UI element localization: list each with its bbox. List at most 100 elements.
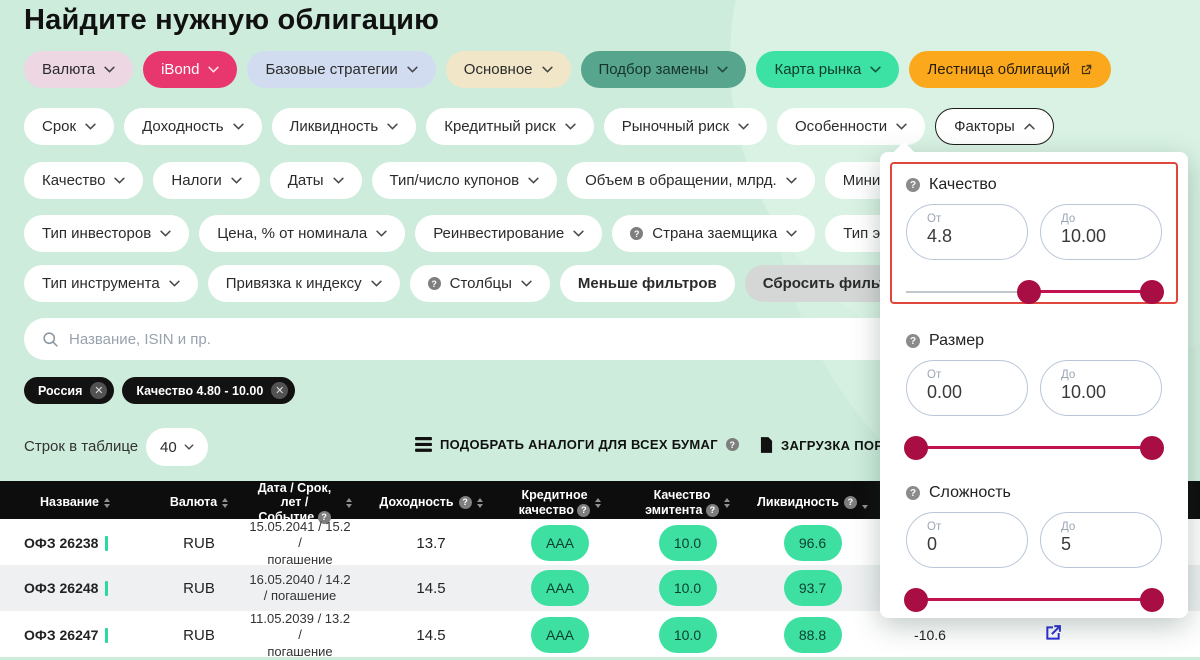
- filter-market-risk[interactable]: Рыночный риск: [603, 108, 768, 145]
- slider-thumb-min[interactable]: [904, 588, 928, 612]
- complexity-from-field[interactable]: От: [906, 512, 1028, 568]
- section-title: Качество: [929, 176, 997, 193]
- filter-borrower-country[interactable]: ? Страна заемщика: [612, 215, 816, 252]
- complexity-to-field[interactable]: До: [1040, 512, 1162, 568]
- filter-index-link[interactable]: Привязка к индексу: [207, 265, 400, 302]
- filter-label: Карта рынка: [774, 61, 862, 78]
- quality-to-input[interactable]: [1061, 225, 1146, 247]
- quality-to-field[interactable]: До: [1040, 204, 1162, 260]
- filter-base-strategies[interactable]: Базовые стратегии: [247, 51, 436, 88]
- slider-thumb-max[interactable]: [1140, 436, 1164, 460]
- header-label: Доходность: [379, 495, 454, 510]
- filter-main[interactable]: Основное: [445, 51, 571, 88]
- filter-investor-type[interactable]: Тип инвесторов: [24, 215, 190, 252]
- rating-badge: AAA: [531, 525, 589, 562]
- filter-label: Рыночный риск: [621, 118, 730, 135]
- sort-icon: [476, 497, 483, 508]
- slider-fill: [906, 598, 1162, 601]
- table-row[interactable]: ОФЗ 26247 RUB 11.05.2039 / 13.2 /погашен…: [0, 611, 1200, 659]
- filter-factors[interactable]: Факторы: [935, 108, 1054, 145]
- header-issuer-quality[interactable]: Качество эмитента ?: [610, 488, 765, 517]
- filter-price-percent[interactable]: Цена, % от номинала: [199, 215, 406, 252]
- filter-currency[interactable]: Валюта: [24, 51, 134, 88]
- chevron-down-icon: [85, 123, 96, 130]
- sort-icon: [723, 497, 730, 508]
- section-title: Сложность: [929, 484, 1011, 501]
- input-label: До: [1061, 369, 1076, 381]
- panel-section-complexity: ? Сложность От До: [880, 484, 1188, 612]
- filter-reinvestment[interactable]: Реинвестирование: [415, 215, 603, 252]
- filter-label: Подбор замены: [598, 61, 709, 78]
- filter-label: Качество: [42, 172, 106, 189]
- filter-yield[interactable]: Доходность: [124, 108, 262, 145]
- complexity-range-slider[interactable]: [904, 588, 1164, 612]
- slider-thumb-min[interactable]: [904, 436, 928, 460]
- chevron-down-icon: [231, 177, 242, 184]
- header-liquidity[interactable]: Ликвидность ?: [757, 495, 868, 509]
- find-analogs-button[interactable]: ПОДОБРАТЬ АНАЛОГИ ДЛЯ ВСЕХ БУМАГ ?: [415, 437, 739, 452]
- slider-thumb-max[interactable]: [1140, 280, 1164, 304]
- header-credit-quality[interactable]: Кредитное качество ?: [510, 488, 610, 517]
- bond-name[interactable]: ОФЗ 26248: [0, 580, 150, 596]
- help-icon: ?: [630, 227, 644, 240]
- filter-volume[interactable]: Объем в обращении, млрд.: [567, 162, 815, 199]
- slider-thumb-max[interactable]: [1140, 588, 1164, 612]
- page-title: Найдите нужную облигацию: [24, 4, 440, 36]
- filter-instrument-type[interactable]: Тип инструмента: [24, 265, 198, 302]
- filter-dates[interactable]: Даты: [269, 162, 362, 199]
- filter-ibond[interactable]: iBond: [143, 51, 238, 88]
- header-currency[interactable]: Валюта: [150, 495, 248, 509]
- filter-replacement-picker[interactable]: Подбор замены: [580, 51, 747, 88]
- quality-from-input[interactable]: [927, 225, 1012, 247]
- quality-badge: 10.0: [658, 525, 717, 562]
- slider-thumb-min[interactable]: [1016, 280, 1041, 304]
- complexity-from-input[interactable]: [927, 533, 1012, 555]
- date-event-cell: 11.05.2039 / 13.2 /погашение: [249, 611, 351, 659]
- filter-features[interactable]: Особенности: [777, 108, 926, 145]
- quality-from-field[interactable]: От: [906, 204, 1028, 260]
- open-bond-link[interactable]: [1000, 623, 1105, 647]
- filter-row-2: Срок Доходность Ликвидность Кредитный ри…: [24, 108, 1054, 145]
- filter-market-map[interactable]: Карта рынка: [756, 51, 900, 88]
- date-event-cell: 16.05.2040 / 14.2/ погашение: [249, 571, 351, 603]
- size-from-input[interactable]: [927, 381, 1012, 403]
- rating-badge: AAA: [531, 617, 589, 654]
- chip-quality-range[interactable]: Качество 4.80 - 10.00 ✕: [122, 377, 296, 404]
- filter-term[interactable]: Срок: [24, 108, 115, 145]
- download-portfolio-button[interactable]: ЗАГРУЗКА ПОР: [760, 437, 883, 453]
- filter-label: Доходность: [142, 118, 224, 135]
- filter-taxes[interactable]: Налоги: [153, 162, 260, 199]
- chip-russia[interactable]: Россия ✕: [24, 377, 115, 404]
- filter-liquidity[interactable]: Ликвидность: [271, 108, 417, 145]
- bond-ladder-button[interactable]: Лестница облигаций: [909, 51, 1111, 88]
- header-yield[interactable]: Доходность ?: [352, 495, 510, 509]
- filter-coupon-type[interactable]: Тип/число купонов: [371, 162, 558, 199]
- size-to-input[interactable]: [1061, 381, 1146, 403]
- rows-per-page-select[interactable]: 40: [146, 428, 208, 466]
- chevron-down-icon: [717, 66, 729, 73]
- size-from-field[interactable]: От: [906, 360, 1028, 416]
- header-date-event[interactable]: Дата / Срок, лет / Событие ?: [248, 481, 352, 524]
- complexity-to-input[interactable]: [1061, 533, 1146, 555]
- liquidity-badge: 96.6: [783, 525, 842, 562]
- filter-label: Лестница облигаций: [927, 61, 1070, 78]
- fewer-filters-button[interactable]: Меньше фильтров: [559, 265, 735, 302]
- filter-credit-risk[interactable]: Кредитный риск: [426, 108, 594, 145]
- size-to-field[interactable]: До: [1040, 360, 1162, 416]
- filter-quality[interactable]: Качество: [24, 162, 144, 199]
- header-label: Качество эмитента ?: [645, 488, 719, 517]
- filter-columns[interactable]: ? Столбцы: [409, 265, 550, 302]
- bond-name[interactable]: ОФЗ 26247: [0, 627, 150, 643]
- chip-label: Россия: [38, 383, 83, 398]
- close-icon[interactable]: ✕: [271, 382, 289, 399]
- filter-label: Срок: [42, 118, 77, 135]
- chevron-down-icon: [160, 230, 171, 237]
- chevron-down-icon: [541, 66, 553, 73]
- currency-cell: RUB: [183, 534, 215, 552]
- size-range-slider[interactable]: [904, 436, 1164, 460]
- quality-range-slider[interactable]: [906, 280, 1164, 304]
- close-icon[interactable]: ✕: [90, 382, 108, 399]
- bond-name[interactable]: ОФЗ 26238: [0, 535, 150, 551]
- header-name[interactable]: Название: [0, 495, 150, 509]
- filter-label: Даты: [287, 172, 324, 189]
